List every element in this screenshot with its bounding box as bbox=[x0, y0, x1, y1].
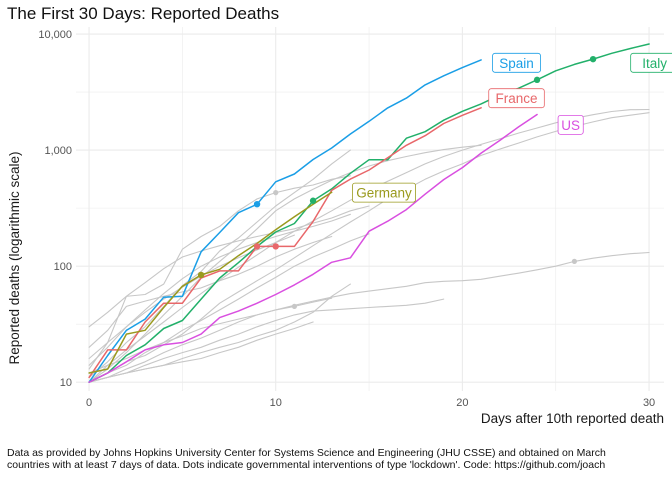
y-tick-label: 1,000 bbox=[44, 145, 72, 157]
series-line-other bbox=[88, 298, 445, 383]
series-line-other bbox=[88, 233, 370, 383]
series-line-other bbox=[88, 144, 482, 383]
label-spain: Spain bbox=[492, 52, 541, 73]
series-line-germany bbox=[88, 191, 333, 374]
series-line-other bbox=[88, 213, 351, 366]
label-box bbox=[492, 52, 541, 73]
other-countries-lines bbox=[88, 108, 650, 383]
series-line-spain bbox=[88, 59, 482, 383]
lockdown-dot bbox=[272, 243, 279, 250]
lockdown-dot bbox=[291, 303, 297, 310]
country-labels: Spain Italy France Germany US bbox=[351, 52, 672, 203]
label-italy: Italy bbox=[630, 52, 672, 73]
lockdown-dot bbox=[533, 76, 541, 84]
lockdown-dots bbox=[197, 55, 597, 310]
label-box bbox=[488, 88, 545, 109]
series-line-other bbox=[88, 149, 351, 378]
label-france: France bbox=[488, 88, 545, 109]
y-axis-title: Reported deaths (logarithmic scale) bbox=[7, 151, 22, 364]
label-text: France bbox=[496, 91, 538, 106]
y-tick-label: 10 bbox=[60, 377, 72, 389]
label-us: US bbox=[557, 114, 584, 135]
chart-caption: Data as provided by Johns Hopkins Univer… bbox=[7, 447, 672, 471]
chart-title: The First 30 Days: Reported Deaths bbox=[7, 4, 280, 23]
lockdown-dot bbox=[253, 243, 261, 250]
label-box bbox=[351, 182, 416, 203]
caption-line-2: countries with at least 7 days of data. … bbox=[7, 459, 606, 471]
lockdown-dot bbox=[571, 258, 578, 264]
label-box bbox=[630, 52, 672, 73]
series-line-other bbox=[88, 205, 370, 328]
label-text: Germany bbox=[356, 186, 412, 201]
lockdown-dot bbox=[197, 271, 205, 279]
highlighted-countries-lines bbox=[88, 43, 650, 383]
x-tick-label: 20 bbox=[456, 397, 468, 409]
grid bbox=[76, 27, 664, 391]
series-line-other bbox=[88, 234, 295, 360]
series-line-other bbox=[88, 175, 351, 370]
series-line-other bbox=[88, 251, 650, 383]
x-axis-title: Days after 10th reported death bbox=[481, 411, 664, 426]
series-line-other bbox=[88, 321, 314, 383]
series-line-other bbox=[88, 235, 333, 348]
lockdown-dot bbox=[253, 200, 261, 208]
x-tick-label: 0 bbox=[86, 397, 92, 409]
caption-line-1: Data as provided by Johns Hopkins Univer… bbox=[7, 447, 606, 459]
lockdown-dot bbox=[589, 55, 597, 63]
label-text: Italy bbox=[642, 56, 667, 71]
y-tick-label: 10,000 bbox=[38, 29, 72, 41]
series-line-italy bbox=[88, 43, 650, 383]
x-tick-label: 30 bbox=[643, 397, 655, 409]
label-text: Spain bbox=[499, 56, 534, 71]
lockdown-dot bbox=[309, 197, 317, 204]
series-line-us bbox=[88, 113, 538, 383]
series-line-other bbox=[88, 112, 650, 383]
label-germany: Germany bbox=[351, 182, 416, 203]
label-box bbox=[557, 114, 584, 135]
x-tick-label: 10 bbox=[270, 397, 282, 409]
axis-ticks: 0 10 20 30 10 100 1,000 10,000 bbox=[38, 29, 655, 409]
label-text: US bbox=[561, 118, 580, 133]
y-tick-label: 100 bbox=[54, 261, 72, 273]
series-line-france bbox=[88, 107, 482, 379]
lockdown-dot bbox=[273, 190, 279, 196]
